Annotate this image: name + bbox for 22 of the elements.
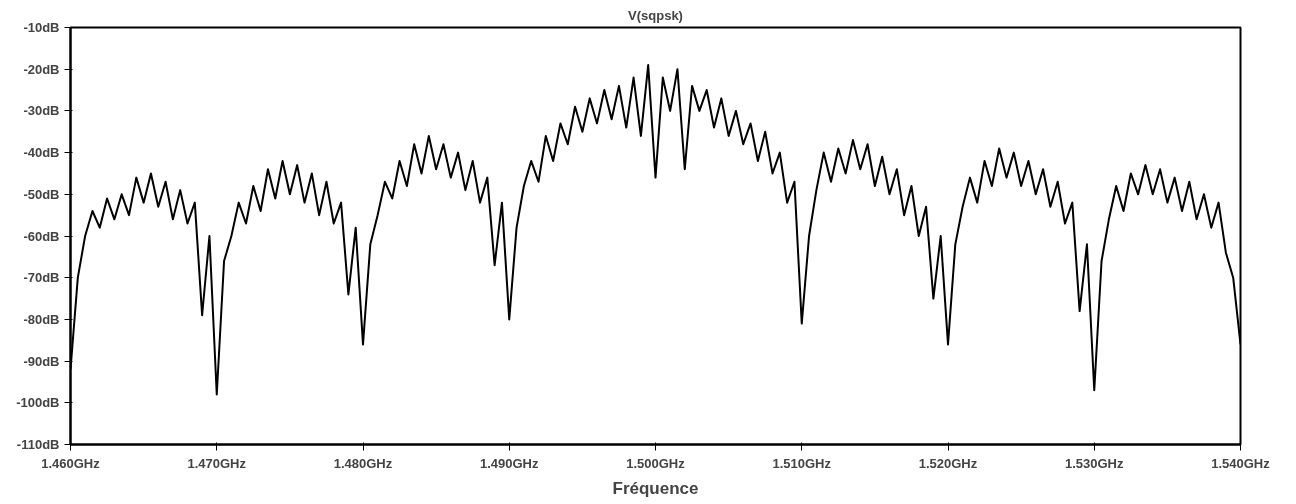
y-tick-label: -60dB	[23, 228, 60, 244]
y-tick-label: -10dB	[23, 20, 60, 35]
x-tick-label: 1.500GHz	[626, 455, 686, 471]
y-tick-label: -110dB	[16, 437, 60, 452]
x-axis-title: Fréquence	[612, 478, 699, 498]
y-tick-label: -50dB	[23, 186, 60, 202]
x-tick-label: 1.460GHz	[41, 455, 101, 471]
y-tick-label: -20dB	[23, 61, 60, 77]
x-tick-label: 1.530GHz	[1064, 455, 1125, 471]
x-tick-label: 1.540GHz	[1211, 455, 1271, 471]
y-tick-label: -40dB	[23, 145, 60, 161]
y-tick-label: -30dB	[23, 103, 60, 119]
y-tick-label: -90dB	[23, 353, 60, 369]
x-tick-label: 1.520GHz	[918, 455, 978, 471]
y-tick-label: -70dB	[23, 270, 60, 286]
x-tick-label: 1.470GHz	[187, 455, 247, 471]
x-tick-label: 1.490GHz	[479, 455, 540, 471]
y-tick-label: -100dB	[16, 395, 60, 411]
x-tick-label: 1.510GHz	[772, 455, 832, 471]
x-tick-label: 1.480GHz	[333, 455, 393, 471]
y-tick-label: -80dB	[23, 311, 60, 327]
chart-title: V(sqpsk)	[628, 7, 683, 23]
